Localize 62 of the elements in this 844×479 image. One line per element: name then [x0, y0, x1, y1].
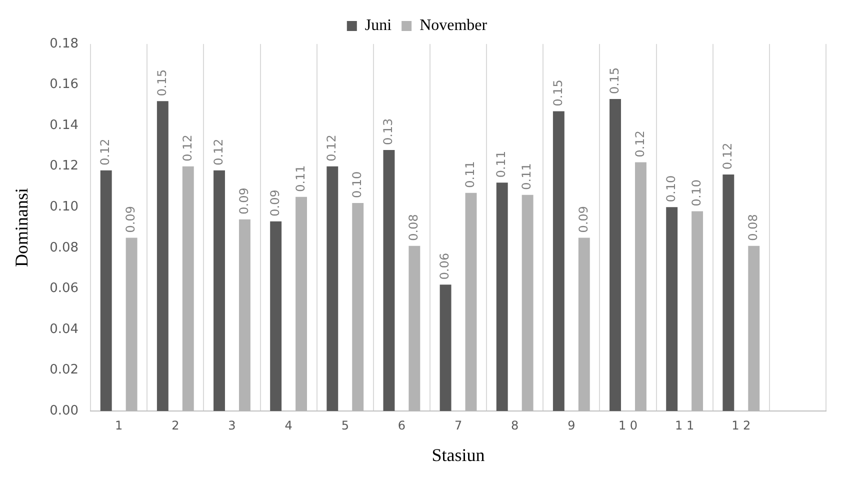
- bar: [326, 166, 338, 411]
- y-tick-label: 0.10: [50, 199, 79, 214]
- x-tick-label: 6: [398, 418, 406, 432]
- y-tick-label: 0.02: [50, 362, 79, 378]
- y-tick-label: 0.16: [50, 77, 79, 92]
- bar: [270, 221, 282, 411]
- data-label: 0.10: [689, 179, 704, 206]
- bar: [496, 182, 508, 411]
- data-label: 0.09: [236, 188, 251, 214]
- bar: [156, 101, 168, 411]
- y-tick-label: 0.06: [50, 281, 79, 296]
- data-label: 0.13: [381, 118, 396, 146]
- x-axis-title: Stasiun: [432, 444, 485, 465]
- data-label: 0.15: [607, 67, 622, 94]
- data-label: 0.09: [124, 206, 138, 233]
- legend-label: Juni: [364, 17, 392, 34]
- bar: [440, 284, 452, 411]
- data-label: 0.06: [438, 252, 452, 280]
- x-tick-label: 4: [284, 418, 292, 432]
- data-label: 0.08: [746, 214, 760, 241]
- legend-label: November: [420, 17, 488, 34]
- data-label: 0.11: [520, 163, 534, 190]
- data-label: 0.09: [576, 206, 590, 233]
- bar: [666, 207, 678, 411]
- y-tick-label: 0.08: [50, 240, 79, 256]
- data-label: 0.10: [664, 175, 678, 202]
- data-label: 0.12: [211, 138, 226, 166]
- data-label: 0.11: [494, 150, 508, 178]
- x-tick-label: 9: [568, 418, 576, 432]
- y-tick-label: 0.12: [50, 158, 79, 174]
- x-tick-label: 5: [341, 418, 349, 432]
- x-tick-label: 1 1: [675, 418, 694, 432]
- data-label: 0.11: [293, 165, 308, 192]
- data-label: 0.15: [154, 69, 169, 96]
- data-label: 0.08: [406, 214, 421, 241]
- x-tick-label: 1: [115, 418, 123, 432]
- x-tick-label: 2: [172, 418, 180, 432]
- y-tick-label: 0.00: [50, 403, 79, 418]
- data-label: 0.15: [550, 80, 565, 106]
- y-tick-label: 0.18: [50, 36, 79, 52]
- data-label: 0.12: [98, 138, 112, 166]
- data-label: 0.11: [463, 161, 478, 188]
- x-tick-label: 3: [228, 418, 236, 432]
- bar: [100, 170, 112, 411]
- x-tick-label: 7: [454, 418, 462, 432]
- bar: [552, 111, 564, 411]
- bar: [214, 170, 225, 411]
- x-tick-label: 1 2: [732, 418, 751, 432]
- data-label: 0.12: [720, 142, 735, 170]
- y-tick-label: 0.04: [50, 322, 79, 337]
- data-label: 0.09: [268, 190, 282, 216]
- bar: [383, 150, 395, 411]
- y-axis-title: Dominansi: [12, 188, 32, 267]
- data-label: 0.12: [180, 134, 194, 162]
- x-tick-label: 8: [511, 418, 519, 432]
- data-label: 0.12: [632, 130, 647, 158]
- bar: [610, 99, 621, 411]
- y-tick-label: 0.14: [50, 118, 79, 133]
- data-label: 0.10: [350, 171, 364, 198]
- bar: [722, 174, 734, 411]
- data-label: 0.12: [324, 134, 339, 162]
- x-tick-label: 1 0: [618, 418, 638, 432]
